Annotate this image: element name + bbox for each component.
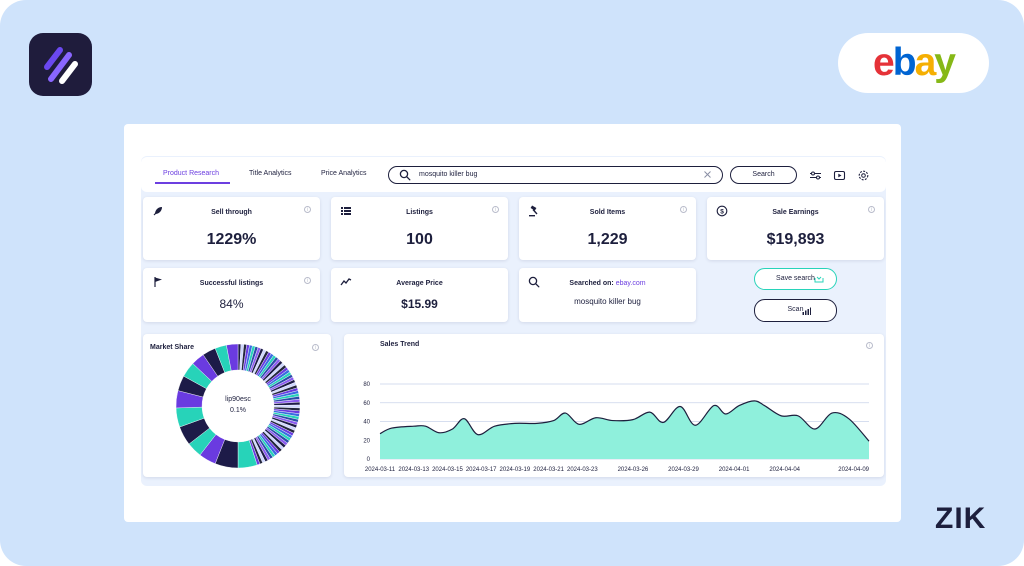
donut-center-value: 0.1% <box>230 407 246 414</box>
flag-icon <box>154 277 162 287</box>
sales-trend-card: Sales Trend i 0 20 40 60 80 2024-03-11 2024-0… <box>344 334 884 477</box>
x-tick-label: 2024-03-29 <box>668 467 699 473</box>
x-tick-label: 2024-03-17 <box>466 467 497 473</box>
search-button[interactable]: Search <box>730 166 797 184</box>
x-tick-label: 2024-03-26 <box>618 467 649 473</box>
y-tick-label: 0 <box>367 457 371 463</box>
x-tick-label: 2024-03-15 <box>432 467 463 473</box>
info-icon[interactable]: i <box>492 206 499 213</box>
info-icon[interactable]: i <box>868 206 875 213</box>
dollar-coin-icon: $ <box>716 205 728 217</box>
app-logo <box>29 33 92 96</box>
settings-gear-icon[interactable] <box>857 169 870 182</box>
stat-value: 1229% <box>206 231 257 248</box>
ebay-letter-y: y <box>934 41 956 84</box>
scan-button[interactable]: Scan <box>754 299 837 322</box>
scan-label: Scan <box>787 306 804 313</box>
gavel-icon <box>529 205 538 217</box>
sales-area-fill <box>380 400 869 459</box>
y-tick-label: 60 <box>363 401 370 407</box>
x-tick-label: 2024-04-09 <box>838 467 869 473</box>
zik-watermark: ZIK <box>935 502 987 535</box>
x-tick-label: 2024-03-13 <box>398 467 429 473</box>
market-share-card: Market Share i lip90esc 0.1% <box>143 334 331 477</box>
filter-sliders-icon[interactable] <box>809 169 822 182</box>
tab-product-research[interactable]: Product Research <box>163 170 220 177</box>
sales-trend-chart: 0 20 40 60 80 2024-03-11 2024-03-13 2024-03-15… <box>363 382 870 473</box>
searched-query: mosquito killer bug <box>574 297 641 306</box>
stat-value: 100 <box>406 231 433 248</box>
info-icon[interactable]: i <box>304 206 311 213</box>
y-tick-label: 80 <box>363 382 370 388</box>
svg-text:$: $ <box>720 208 724 215</box>
search-icon <box>399 169 411 181</box>
y-tick-label: 40 <box>363 420 370 426</box>
sales-line <box>379 400 870 442</box>
stat-title: Sell through <box>211 209 252 216</box>
x-tick-label: 2024-03-23 <box>567 467 598 473</box>
clear-icon[interactable] <box>703 170 712 179</box>
searched-on-line: Searched on: ebay.com <box>519 280 696 287</box>
sales-trend-title: Sales Trend <box>380 341 420 348</box>
bookmark-icon <box>814 276 824 283</box>
info-icon[interactable]: i <box>312 344 319 351</box>
stat-card-successful-listings: Successful listings i 84% <box>143 268 320 322</box>
market-share-title: Market Share <box>150 344 194 351</box>
info-icon[interactable]: i <box>304 277 311 284</box>
trend-line-icon <box>340 278 352 286</box>
rocket-icon <box>153 207 162 216</box>
active-tab-indicator <box>155 182 230 184</box>
stat-value: 1,229 <box>587 231 628 248</box>
stat-title: Successful listings <box>199 280 264 287</box>
stat-card-sale-earnings: $ Sale Earnings i $19,893 <box>707 197 884 260</box>
stat-card-listings: Listings i 100 <box>331 197 508 260</box>
signal-bars-icon <box>802 307 811 315</box>
video-play-icon[interactable] <box>833 169 846 182</box>
stat-title: Sold Items <box>589 209 626 216</box>
stat-card-average-price: Average Price $15.99 <box>331 268 508 322</box>
stat-title: Sale Earnings <box>772 209 819 216</box>
x-tick-label: 2024-03-19 <box>500 467 531 473</box>
search-icon <box>528 276 540 288</box>
x-tick-label: 2024-04-01 <box>719 467 750 473</box>
tab-title-analytics[interactable]: Title Analytics <box>249 170 292 177</box>
x-tick-label: 2024-03-21 <box>533 467 564 473</box>
ebay-letter-e: e <box>873 41 895 84</box>
ebay-letter-a: a <box>914 41 937 84</box>
x-tick-label: 2024-03-11 <box>365 467 396 473</box>
donut-slice[interactable] <box>226 343 239 371</box>
search-input[interactable]: mosquito killer bug <box>388 166 723 184</box>
market-share-donut: lip90esc 0.1% <box>175 343 301 469</box>
searched-on-card: Searched on: ebay.com mosquito killer bu… <box>519 268 696 322</box>
stat-title: Listings <box>406 209 433 216</box>
stat-value: $19,893 <box>766 231 825 248</box>
ebay-letter-b: b <box>892 41 917 84</box>
stat-card-sell-through: Sell through i 1229% <box>143 197 320 260</box>
stat-title: Average Price <box>396 280 443 287</box>
donut-center-name: lip90esc <box>225 396 251 403</box>
searched-on-label: Searched on: <box>569 280 614 287</box>
info-icon[interactable]: i <box>680 206 687 213</box>
tab-price-analytics[interactable]: Price Analytics <box>321 170 367 177</box>
save-search-label: Save search <box>776 275 815 282</box>
stat-value: 84% <box>219 297 244 311</box>
list-icon <box>341 207 351 215</box>
app-logo-mark-icon <box>44 47 78 84</box>
stat-card-sold-items: Sold Items i 1,229 <box>519 197 696 260</box>
searched-site-link[interactable]: ebay.com <box>615 280 646 287</box>
x-tick-label: 2024-04-04 <box>769 467 800 473</box>
search-query: mosquito killer bug <box>419 171 478 178</box>
y-tick-label: 20 <box>363 438 370 444</box>
stat-value: $15.99 <box>401 297 438 311</box>
info-icon[interactable]: i <box>866 342 873 349</box>
save-search-button[interactable]: Save search <box>754 268 837 290</box>
